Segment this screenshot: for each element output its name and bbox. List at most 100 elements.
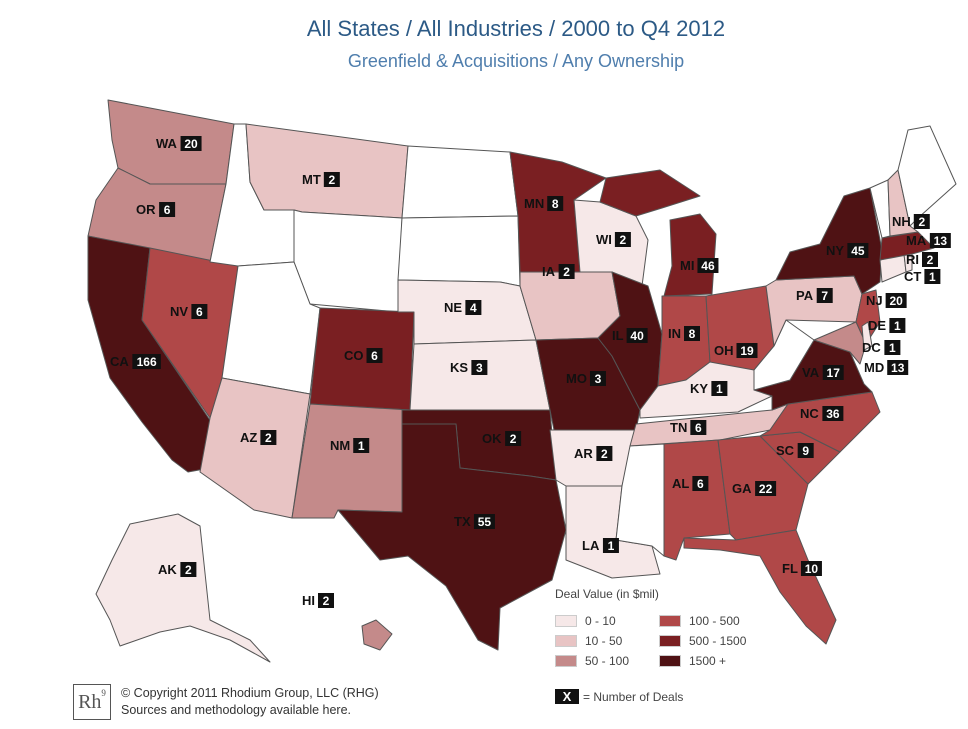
deal-count-box bbox=[929, 233, 951, 248]
state-abbr: NJ bbox=[866, 293, 883, 308]
deal-count: 2 bbox=[185, 563, 192, 577]
state-label-mn: MN 8 bbox=[524, 196, 564, 211]
state-md[interactable] bbox=[813, 321, 867, 365]
deal-count: 19 bbox=[740, 344, 754, 358]
state-label-ca: CA 166 bbox=[110, 354, 161, 369]
state-abbr: HI bbox=[302, 593, 315, 608]
state-ak[interactable] bbox=[95, 513, 271, 663]
deal-count: 1 bbox=[889, 341, 896, 355]
legend-label: 100 - 500 bbox=[689, 614, 740, 628]
state-abbr: MO bbox=[566, 371, 587, 386]
deal-count: 2 bbox=[563, 265, 570, 279]
state-abbr: WA bbox=[156, 136, 178, 151]
state-me[interactable] bbox=[897, 125, 957, 227]
deal-count-box bbox=[318, 593, 334, 608]
deal-count: 17 bbox=[827, 366, 841, 380]
legend-item: 50 - 100 bbox=[555, 654, 629, 668]
logo-text: Rh bbox=[78, 690, 102, 713]
legend-label: 0 - 10 bbox=[585, 614, 616, 628]
deal-count-box bbox=[736, 343, 758, 358]
state-label-ak: AK 2 bbox=[158, 562, 197, 577]
state-abbr: AL bbox=[672, 476, 689, 491]
state-abbr: WI bbox=[596, 232, 612, 247]
deal-count-box bbox=[755, 481, 777, 496]
state-ia[interactable] bbox=[519, 271, 621, 341]
state-az[interactable] bbox=[199, 377, 311, 519]
state-nd[interactable] bbox=[401, 145, 519, 219]
sources-link[interactable]: Sources and methodology available here. bbox=[121, 703, 352, 717]
deal-count-box bbox=[547, 196, 564, 211]
state-label-nm: NM 1 bbox=[330, 438, 370, 453]
deal-count: 9 bbox=[802, 444, 809, 458]
legend-label: 10 - 50 bbox=[585, 634, 623, 648]
state-label-al: AL 6 bbox=[672, 476, 709, 491]
state-abbr: MA bbox=[906, 233, 927, 248]
deal-count: 7 bbox=[821, 289, 828, 303]
legend-item: 1500 + bbox=[659, 654, 726, 668]
deal-count: 8 bbox=[689, 327, 696, 341]
state-label-ky: KY 1 bbox=[690, 381, 728, 396]
deal-count-box bbox=[132, 354, 161, 369]
state-abbr: RI bbox=[906, 252, 919, 267]
state-abbr: OR bbox=[136, 202, 156, 217]
state-hi[interactable] bbox=[361, 619, 393, 651]
state-ar[interactable] bbox=[549, 429, 637, 487]
deal-count-box bbox=[922, 252, 938, 267]
state-abbr: MD bbox=[864, 360, 884, 375]
state-abbr: LA bbox=[582, 538, 600, 553]
deal-count: 2 bbox=[323, 594, 330, 608]
state-tx[interactable] bbox=[337, 423, 567, 651]
deal-count: 20 bbox=[889, 294, 903, 308]
state-label-nc: NC 36 bbox=[800, 406, 844, 421]
state-label-il: IL 40 bbox=[612, 328, 648, 343]
state-sd[interactable] bbox=[397, 215, 521, 287]
state-abbr: MI bbox=[680, 258, 694, 273]
deal-count-box bbox=[596, 446, 613, 461]
deal-count: 2 bbox=[620, 233, 627, 247]
state-label-nh: NH 2 bbox=[892, 214, 930, 229]
deal-count-box bbox=[885, 293, 907, 308]
state-mi-lower[interactable] bbox=[663, 213, 717, 297]
state-de[interactable] bbox=[861, 321, 873, 351]
deal-count-box bbox=[471, 360, 488, 375]
state-label-pa: PA 7 bbox=[796, 288, 833, 303]
state-ny[interactable] bbox=[775, 187, 883, 295]
state-abbr: NV bbox=[170, 304, 188, 319]
deal-count: 1 bbox=[894, 319, 901, 333]
state-abbr: KY bbox=[690, 381, 708, 396]
state-fl[interactable] bbox=[683, 529, 837, 645]
legend-item: 100 - 500 bbox=[659, 614, 740, 628]
rhodium-logo[interactable]: Rh 9 bbox=[73, 684, 111, 720]
state-label-ma: MA 13 bbox=[906, 233, 951, 248]
state-abbr: VA bbox=[802, 365, 820, 380]
legend-swatch bbox=[555, 635, 577, 647]
deals-key: X = Number of Deals bbox=[555, 689, 683, 704]
deals-key-symbol: X bbox=[555, 689, 579, 704]
deal-count-box bbox=[816, 288, 833, 303]
deal-count-box bbox=[191, 304, 208, 319]
deal-count: 13 bbox=[934, 234, 948, 248]
map-title: All States / All Industries / 2000 to Q4… bbox=[306, 16, 726, 41]
deal-count-box bbox=[797, 443, 814, 458]
deal-count-box bbox=[684, 326, 700, 341]
legend-item: 500 - 1500 bbox=[659, 634, 746, 648]
state-mi[interactable] bbox=[599, 169, 701, 217]
state-abbr: KS bbox=[450, 360, 468, 375]
legend-label: 1500 + bbox=[689, 654, 727, 668]
state-label-co: CO 6 bbox=[344, 348, 383, 363]
deal-count: 4 bbox=[470, 301, 477, 315]
state-label-ok: OK 2 bbox=[482, 431, 522, 446]
deal-count-box bbox=[589, 371, 606, 386]
state-abbr: CT bbox=[904, 269, 921, 284]
state-label-nj: NJ 20 bbox=[866, 293, 907, 308]
state-nm[interactable] bbox=[291, 403, 411, 519]
deal-count-box bbox=[505, 431, 522, 446]
state-mt[interactable] bbox=[245, 123, 409, 219]
legend-swatch bbox=[659, 635, 681, 647]
legend-swatch bbox=[555, 615, 577, 627]
deal-count: 20 bbox=[184, 137, 198, 151]
state-wy[interactable] bbox=[293, 209, 403, 313]
deal-count-box bbox=[697, 258, 719, 273]
state-abbr: CA bbox=[110, 354, 129, 369]
